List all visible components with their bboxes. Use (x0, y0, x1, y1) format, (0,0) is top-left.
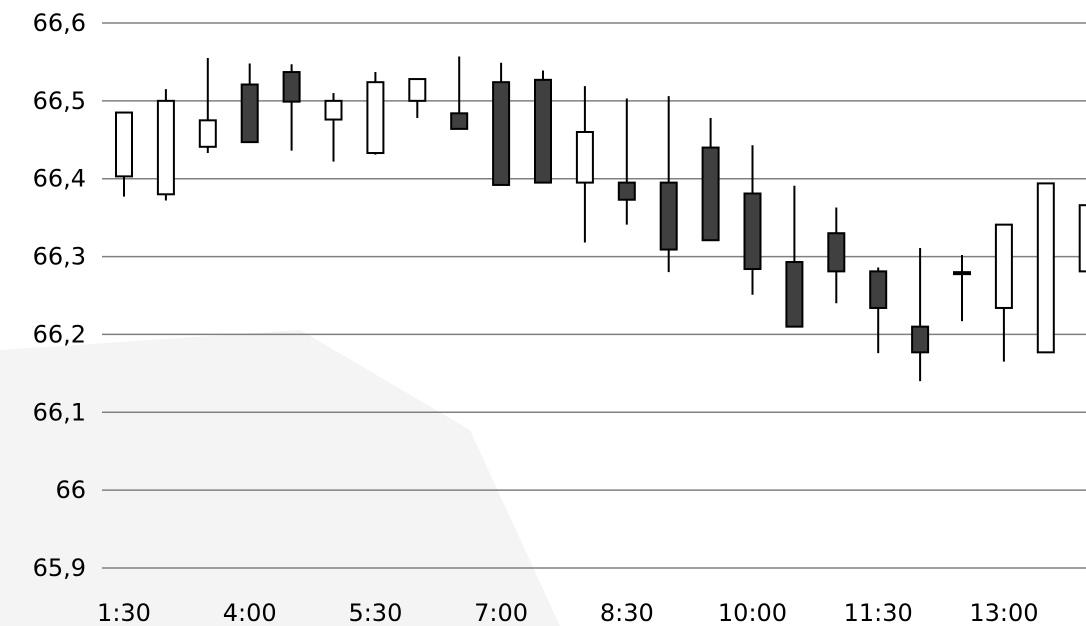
background-pattern (0, 330, 560, 626)
candle-body-up (198, 119, 217, 148)
candle-body-down (785, 261, 804, 328)
candle-body-down (701, 146, 720, 242)
x-tick-label: 7:00 (474, 599, 528, 626)
candle-body-down (282, 71, 301, 103)
x-tick-label: 5:30 (348, 599, 402, 626)
candle-body-up (156, 99, 175, 196)
gridlines (102, 22, 1086, 569)
y-tick-label: 66,3 (33, 243, 86, 271)
candle-body-up (1036, 182, 1055, 354)
y-tick-label: 66,4 (33, 165, 86, 193)
candle (785, 185, 804, 328)
candle (701, 117, 720, 242)
candle (408, 78, 427, 118)
candle (1036, 182, 1055, 354)
candle-body-up (115, 111, 133, 178)
y-tick-label: 66,6 (33, 9, 86, 37)
candle (1078, 204, 1086, 273)
candle (324, 93, 343, 162)
candle-body-down (534, 78, 552, 184)
candle (659, 96, 678, 273)
candle (617, 98, 636, 225)
y-tick-label: 66,1 (33, 398, 86, 426)
candle-body-up (366, 81, 385, 155)
candle (911, 248, 930, 382)
candle-body-up (994, 223, 1013, 309)
candle (994, 223, 1013, 362)
candle-body-down (827, 232, 846, 273)
candle-body-down (659, 181, 678, 251)
candle (869, 267, 888, 354)
candle (575, 86, 594, 243)
candle-body-down (869, 270, 888, 309)
candle (282, 64, 301, 151)
x-tick-label: 1:30 (97, 599, 151, 626)
candle (492, 62, 511, 186)
candle-body-up (408, 78, 427, 102)
candle (827, 207, 846, 304)
candles (115, 56, 1086, 382)
x-tick-label: 13:00 (969, 599, 1038, 626)
candle-body-down (911, 325, 930, 354)
y-tick-label: 66 (55, 476, 86, 504)
candle-body-down (492, 81, 511, 186)
candle (366, 72, 385, 155)
candle (953, 255, 971, 322)
candle (450, 56, 469, 130)
y-tick-label: 66,5 (33, 87, 86, 115)
candle-body-down (617, 181, 636, 201)
candle (240, 63, 259, 144)
y-tick-label: 66,2 (33, 320, 86, 348)
candle (534, 70, 552, 184)
y-tick-label: 65,9 (33, 554, 86, 582)
candle (198, 58, 217, 154)
y-axis-ticks: 66,6 66,5 66,4 66,3 66,2 66,1 66 65,9 (33, 9, 86, 582)
x-tick-label: 4:00 (223, 599, 277, 626)
candle (115, 111, 133, 197)
x-axis-ticks: 1:30 4:00 5:30 7:00 8:30 10:00 11:30 13:00 (97, 599, 1038, 626)
x-tick-label: 10:00 (718, 599, 787, 626)
x-tick-label: 11:30 (844, 599, 913, 626)
x-tick-label: 8:30 (600, 599, 654, 626)
candle (156, 89, 175, 201)
candle-body-down (450, 112, 469, 130)
candle-body-up (324, 99, 343, 121)
candle-body-up (575, 131, 594, 184)
candle-body-up (953, 271, 971, 276)
candle (743, 145, 762, 295)
candle-body-down (743, 192, 762, 271)
candle-body-up (1078, 204, 1086, 273)
candle-body-down (240, 83, 259, 144)
background-shade (0, 330, 560, 626)
